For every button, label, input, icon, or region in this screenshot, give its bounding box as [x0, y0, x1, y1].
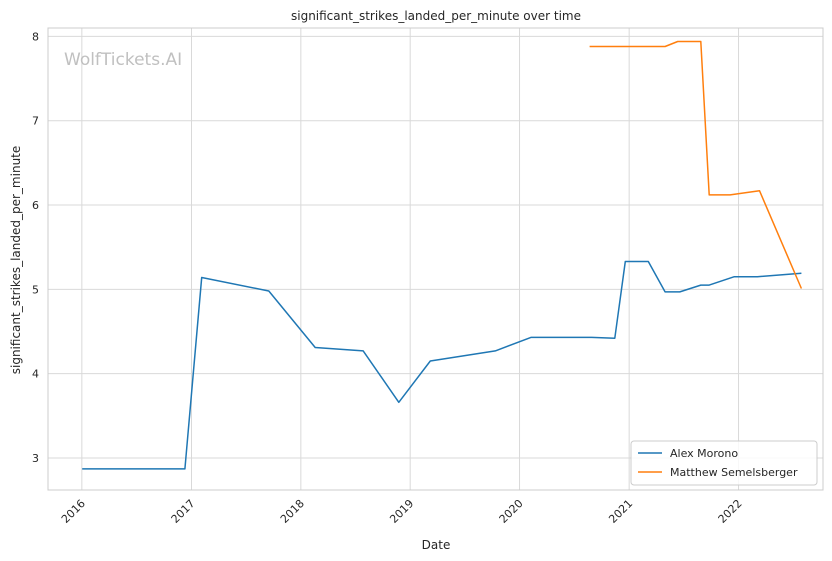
data-point-alex-morono-17 [708, 284, 711, 287]
data-point-matthew-semelsberger-5 [729, 193, 732, 196]
data-point-matthew-semelsberger-6 [758, 189, 761, 192]
x-tick-label-2020: 2020 [497, 497, 526, 526]
legend-box [630, 440, 818, 486]
data-point-alex-morono-14 [664, 290, 667, 293]
data-point-alex-morono-7 [429, 360, 432, 363]
data-point-alex-morono-10 [590, 336, 593, 339]
series-line-matthew-semelsberger [589, 40, 803, 289]
data-point-matthew-semelsberger-0 [588, 45, 591, 48]
y-tick-label-6: 6 [32, 199, 39, 212]
data-point-matthew-semelsberger-7 [800, 287, 803, 290]
series-layer [81, 40, 803, 470]
data-point-matthew-semelsberger-4 [708, 193, 711, 196]
x-tick-label-2022: 2022 [716, 497, 745, 526]
data-point-alex-morono-12 [624, 260, 627, 263]
y-tick-labels: 3 4 5 6 7 8 [32, 30, 39, 465]
data-point-alex-morono-6 [397, 401, 400, 404]
data-point-alex-morono-0 [81, 467, 84, 470]
data-point-alex-morono-13 [647, 260, 650, 263]
data-point-alex-morono-9 [529, 336, 532, 339]
x-tick-label-2017: 2017 [169, 497, 198, 526]
y-tick-label-4: 4 [32, 368, 39, 381]
y-tick-label-5: 5 [32, 283, 39, 296]
data-point-alex-morono-16 [699, 284, 702, 287]
data-point-alex-morono-18 [733, 275, 736, 278]
data-point-alex-morono-19 [756, 275, 759, 278]
x-tick-label-2018: 2018 [278, 497, 307, 526]
data-point-alex-morono-8 [494, 349, 497, 352]
x-tick-labels: 2016 2017 2018 2019 2020 2021 2022 [59, 497, 745, 526]
data-point-alex-morono-11 [613, 337, 616, 340]
data-point-alex-morono-5 [362, 349, 365, 352]
y-tick-label-3: 3 [32, 452, 39, 465]
plot-area [48, 28, 823, 490]
data-point-alex-morono-2 [200, 276, 203, 279]
legend-label-alex-morono: Alex Morono [670, 447, 738, 460]
chart-title: significant_strikes_landed_per_minute ov… [291, 9, 581, 23]
data-point-matthew-semelsberger-1 [664, 45, 667, 48]
plot-frame [47, 27, 824, 491]
legend-label-matthew-semelsberger: Matthew Semelsberger [670, 466, 798, 479]
data-point-matthew-semelsberger-3 [699, 40, 702, 43]
grid-layer [48, 28, 823, 490]
data-point-matthew-semelsberger-2 [676, 40, 679, 43]
watermark: WolfTickets.AI [64, 50, 182, 70]
y-tick-label-7: 7 [32, 115, 39, 128]
y-tick-label-8: 8 [32, 30, 39, 43]
data-point-alex-morono-20 [800, 272, 803, 275]
x-axis-title: Date [422, 538, 451, 552]
y-axis-title: significant_strikes_landed_per_minute [9, 146, 23, 375]
data-point-alex-morono-3 [267, 290, 270, 293]
x-tick-label-2016: 2016 [59, 497, 88, 526]
data-point-alex-morono-1 [183, 467, 186, 470]
data-point-alex-morono-4 [314, 346, 317, 349]
data-point-alex-morono-15 [678, 290, 681, 293]
legend: Alex Morono Matthew Semelsberger [630, 440, 818, 486]
series-line-alex-morono [82, 260, 802, 470]
x-tick-label-2019: 2019 [387, 497, 416, 526]
x-tick-label-2021: 2021 [606, 497, 635, 526]
